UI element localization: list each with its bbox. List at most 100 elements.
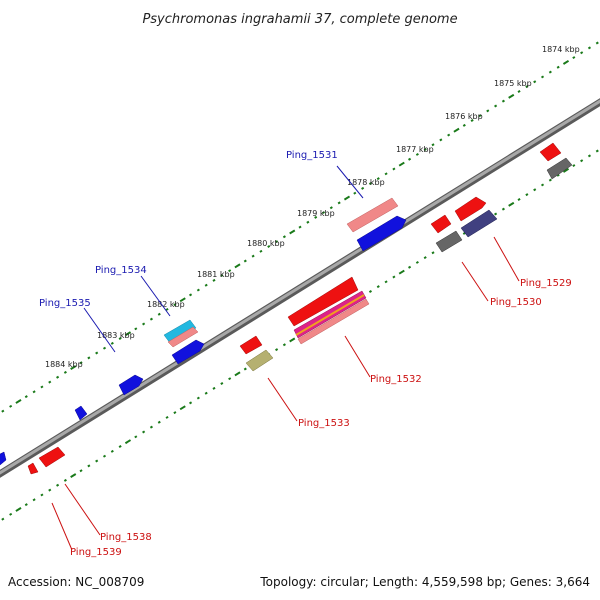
ruler-dot: [259, 249, 263, 253]
cds-ping-1534-lower[interactable]: [171, 339, 205, 365]
genome-summary-text: Topology: circular; Length: 4,559,598 bp…: [259, 575, 590, 589]
ruler-dot: [587, 154, 592, 158]
ruler-dot: [431, 251, 435, 255]
ruler-dot: [595, 149, 599, 153]
ruler-dot: [423, 148, 427, 152]
ruler-dot: [24, 395, 28, 399]
tick-label: 1881 kbp: [197, 270, 235, 279]
gene-label-ping-1535[interactable]: Ping_1535: [39, 298, 91, 309]
ruler-dot: [220, 274, 224, 278]
cds-ping-1529-lower[interactable]: [546, 157, 573, 180]
ruler-dot: [415, 260, 419, 264]
ruler-dot: [142, 322, 146, 326]
ruler-major-tick: [398, 269, 405, 275]
ruler-dot: [188, 293, 193, 297]
ruler-dot: [212, 278, 216, 282]
ruler-dot: [556, 173, 560, 177]
ruler-major-tick: [289, 337, 296, 343]
cds-ping-1538[interactable]: [38, 446, 66, 468]
ruler-dot: [470, 119, 474, 123]
cds-ping-1530-slate[interactable]: [460, 209, 498, 238]
ruler-dot: [282, 235, 286, 239]
ruler-dot: [298, 225, 302, 229]
gene-label-ping-1533[interactable]: Ping_1533: [298, 418, 350, 429]
ruler-tracks: [1, 41, 599, 521]
ruler-dot: [157, 420, 161, 424]
ruler-dot: [572, 56, 576, 60]
tick-labels: 1874 kbp 1875 kbp 1876 kbp 1877 kbp 1878 kbp…: [45, 45, 580, 369]
ruler-dot: [462, 123, 466, 127]
ruler-dot: [337, 201, 341, 205]
ruler-dot: [40, 385, 44, 389]
cds-ping-1534-mid[interactable]: [167, 326, 199, 348]
ruler-dot: [251, 254, 255, 258]
ruler-major-tick: [289, 229, 296, 235]
ruler-dot: [157, 312, 161, 316]
ruler-dot: [228, 269, 232, 273]
cds-small-blue-2[interactable]: [0, 451, 7, 466]
ruler-dot: [79, 361, 83, 365]
ruler-dot: [423, 256, 427, 260]
gene-labels: Ping_1531 Ping_1534 Ping_1535 Ping_1529 Ping…: [39, 150, 572, 558]
ruler-dot: [408, 265, 412, 269]
cds-ping-1535[interactable]: [118, 374, 144, 396]
cds-ping-1530-red[interactable]: [454, 196, 487, 222]
cds-ping-1539[interactable]: [27, 462, 39, 475]
tick-label: 1883 kbp: [97, 331, 135, 340]
gene-label-ping-1531[interactable]: Ping_1531: [286, 150, 338, 161]
tick-label: 1884 kbp: [45, 360, 83, 369]
backbone-highlight: [0, 99, 600, 475]
ruler-major-tick: [70, 473, 77, 478]
gene-label-ping-1538[interactable]: Ping_1538: [100, 532, 152, 543]
cds-gray-small-1[interactable]: [435, 230, 463, 253]
ruler-dot: [392, 167, 396, 171]
cds-ping-1529-upper[interactable]: [539, 142, 562, 162]
cds-ping-1534-upper[interactable]: [163, 319, 197, 344]
ruler-dot: [196, 288, 200, 292]
ruler-dot: [87, 356, 91, 360]
ruler-dot: [149, 317, 153, 321]
ruler-dot: [243, 259, 247, 263]
ruler-major-tick: [70, 365, 77, 370]
ruler-dot: [361, 186, 365, 190]
ruler-major-tick: [15, 507, 22, 512]
cds-ping-1533-olive[interactable]: [245, 349, 274, 372]
cds-ping-1533-red[interactable]: [239, 335, 263, 355]
ruler-dot: [32, 498, 36, 502]
cds-ping-1531-upper[interactable]: [346, 197, 399, 233]
cds-red-small-1[interactable]: [430, 214, 452, 234]
gene-label-ping-1529[interactable]: Ping_1529: [520, 278, 572, 289]
ruler-dot: [48, 380, 52, 384]
ruler-dot: [165, 307, 169, 311]
gene-label-ping-1539[interactable]: Ping_1539: [70, 547, 122, 558]
ruler-dot: [149, 425, 153, 429]
gene-label-ping-1532[interactable]: Ping_1532: [370, 374, 422, 385]
label-leader-lines: [51, 165, 520, 551]
ruler-dot: [87, 464, 91, 468]
ruler-dot: [24, 503, 28, 507]
cds-ping-1532-pink[interactable]: [297, 298, 370, 345]
ruler-dot: [228, 377, 232, 381]
cds-ping-1531-lower[interactable]: [356, 215, 407, 252]
cds-ping-1532-red[interactable]: [287, 276, 359, 327]
ruler-dot: [173, 411, 177, 415]
ruler-dot: [572, 164, 576, 168]
ruler-dot: [533, 80, 537, 84]
tick-label: 1880 kbp: [247, 239, 285, 248]
ruler-dot: [587, 46, 592, 50]
ruler-dot: [329, 206, 333, 210]
ruler-dot: [540, 183, 545, 187]
ruler-dot: [275, 348, 279, 352]
ruler-dot: [9, 404, 13, 408]
gene-label-ping-1534[interactable]: Ping_1534: [95, 265, 147, 276]
ruler-dot: [204, 283, 208, 287]
ruler-dot: [220, 382, 224, 386]
ruler-dot: [196, 396, 200, 400]
ruler-dot: [478, 114, 482, 118]
ruler-dot: [118, 445, 122, 448]
ruler-dot: [392, 275, 396, 279]
cds-small-blue-1[interactable]: [74, 405, 88, 421]
ruler-dot: [517, 197, 521, 201]
ruler-dot: [110, 341, 114, 345]
gene-label-ping-1530[interactable]: Ping_1530: [490, 297, 542, 308]
